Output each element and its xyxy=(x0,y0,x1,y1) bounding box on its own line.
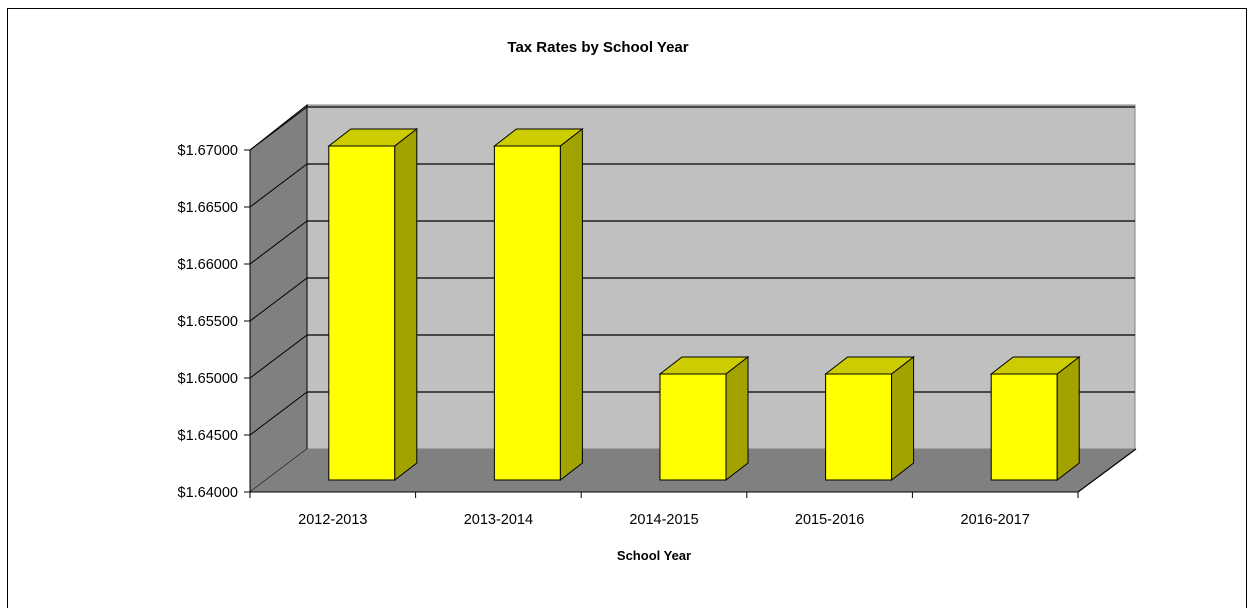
bar-front xyxy=(990,373,1058,481)
gridline-side xyxy=(249,277,308,322)
y-tick-label: $1.64000 xyxy=(178,485,238,501)
bar xyxy=(989,355,1081,482)
bar xyxy=(492,127,584,482)
y-tick-label: $1.66500 xyxy=(178,200,238,216)
bar xyxy=(824,355,916,482)
y-tick-label: $1.65500 xyxy=(178,314,238,330)
bar-side xyxy=(891,355,915,482)
bar xyxy=(327,127,419,482)
gridline-side xyxy=(249,163,308,208)
y-tick-label: $1.67000 xyxy=(178,143,238,159)
floor-edge xyxy=(1077,448,1137,493)
gridline-side xyxy=(249,106,308,151)
side-wall xyxy=(249,103,308,494)
bar-side xyxy=(559,127,583,482)
bar-front xyxy=(659,373,727,481)
chart-frame xyxy=(7,8,1247,608)
y-tick-label: $1.64500 xyxy=(178,428,238,444)
x-tick-label: 2012-2013 xyxy=(298,512,367,528)
x-tick-label: 2013-2014 xyxy=(464,512,533,528)
bar-front xyxy=(825,373,893,481)
bar-front xyxy=(493,145,561,481)
bar xyxy=(658,355,750,482)
bar-side xyxy=(1056,355,1080,482)
bar-side xyxy=(725,355,749,482)
x-tick-label: 2016-2017 xyxy=(961,512,1030,528)
x-tick-label: 2014-2015 xyxy=(629,512,698,528)
gridline-side xyxy=(249,391,308,436)
gridline-side xyxy=(249,220,308,265)
x-axis-title: School Year xyxy=(617,548,691,563)
bar-front xyxy=(328,145,396,481)
chart-title: Tax Rates by School Year xyxy=(507,39,688,56)
gridline-side xyxy=(249,334,308,379)
bar-side xyxy=(394,127,418,482)
x-tick-label: 2015-2016 xyxy=(795,512,864,528)
y-tick-label: $1.66000 xyxy=(178,257,238,273)
y-tick-label: $1.65000 xyxy=(178,371,238,387)
